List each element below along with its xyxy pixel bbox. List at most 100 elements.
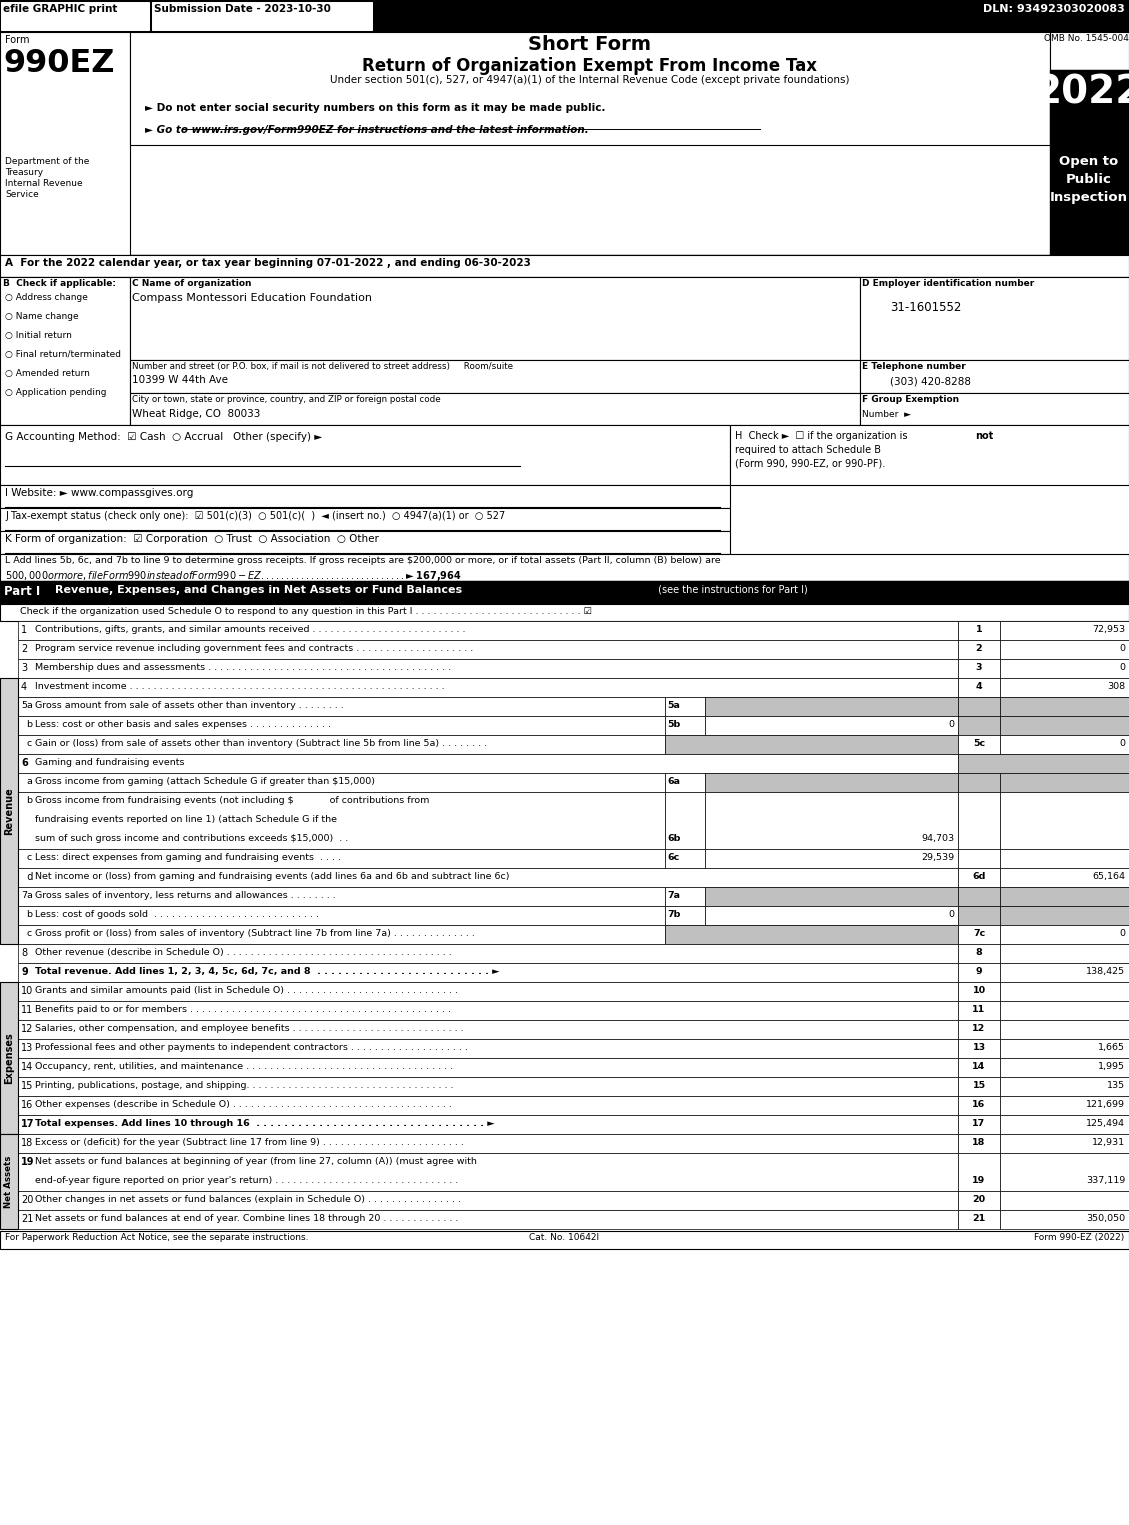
Text: 0: 0 [1119,644,1124,653]
Text: 6a: 6a [667,778,680,785]
Bar [860,393,1129,425]
Bar [18,1020,959,1039]
Bar [959,1096,1000,1115]
Text: Expenses: Expenses [5,1032,14,1084]
Bar [0,0,1129,32]
Bar [18,868,959,888]
Bar [0,982,18,1135]
Bar [1000,1039,1129,1058]
Text: 350,050: 350,050 [1086,1214,1124,1223]
Text: 6d: 6d [972,872,986,881]
Text: Gaming and fundraising events: Gaming and fundraising events [35,758,184,767]
Bar [18,1191,959,1209]
Bar [0,278,1129,425]
Bar [959,773,1000,791]
Text: $500,000 or more, file Form 990 instead of Form 990-EZ . . . . . . . . . . . . .: $500,000 or more, file Form 990 instead … [5,569,462,583]
Text: Less: direct expenses from gaming and fundraising events  . . . .: Less: direct expenses from gaming and fu… [35,852,341,862]
Bar [130,32,1050,145]
Text: J Tax-exempt status (check only one):  ☑ 501(c)(3)  ○ 501(c)(  )  ◄ (insert no.): J Tax-exempt status (check only one): ☑ … [5,511,506,522]
Text: L Add lines 5b, 6c, and 7b to line 9 to determine gross receipts. If gross recei: L Add lines 5b, 6c, and 7b to line 9 to … [5,557,720,564]
Bar [959,1020,1000,1039]
Bar [959,926,1000,944]
Text: 125,494: 125,494 [1086,1119,1124,1128]
Text: Net assets or fund balances at beginning of year (from line 27, column (A)) (mus: Net assets or fund balances at beginning… [35,1157,476,1167]
Text: 16: 16 [972,1100,986,1109]
Text: OMB No. 1545-0047: OMB No. 1545-0047 [1043,34,1129,43]
Text: 2: 2 [21,644,27,654]
Text: 5a: 5a [21,702,33,711]
Bar [704,906,959,926]
Bar [665,888,704,906]
Text: 3: 3 [21,663,27,673]
Text: Gross income from gaming (attach Schedule G if greater than $15,000): Gross income from gaming (attach Schedul… [35,778,375,785]
Text: 2: 2 [975,644,982,653]
Text: Benefits paid to or for members . . . . . . . . . . . . . . . . . . . . . . . . : Benefits paid to or for members . . . . … [35,1005,450,1014]
Bar [1000,982,1129,1000]
Bar [130,393,860,425]
Bar [18,962,959,982]
Text: Excess or (deficit) for the year (Subtract line 17 from line 9) . . . . . . . . : Excess or (deficit) for the year (Subtra… [35,1138,464,1147]
Text: (303) 420-8288: (303) 420-8288 [890,377,971,387]
Bar [665,926,959,944]
Bar [0,278,130,425]
Text: 31-1601552: 31-1601552 [890,300,962,314]
Text: 11: 11 [21,1005,33,1016]
Bar [1050,145,1129,255]
Text: 0: 0 [948,910,954,920]
Bar [959,659,1000,679]
Text: Gross income from fundraising events (not including $            of contribution: Gross income from fundraising events (no… [35,796,429,805]
Bar [130,278,860,360]
Text: Service: Service [5,191,38,198]
Text: Professional fees and other payments to independent contractors . . . . . . . . : Professional fees and other payments to … [35,1043,467,1052]
Bar [665,906,704,926]
Bar [665,773,704,791]
Text: 12: 12 [21,1023,34,1034]
Text: 6b: 6b [667,834,681,843]
Text: D Employer identification number: D Employer identification number [863,279,1034,288]
Bar [665,697,704,717]
Text: 12,931: 12,931 [1092,1138,1124,1147]
Text: 3: 3 [975,663,982,673]
Bar [18,1096,959,1115]
Text: Less: cost of goods sold  . . . . . . . . . . . . . . . . . . . . . . . . . . . : Less: cost of goods sold . . . . . . . .… [35,910,320,920]
Bar [18,982,959,1000]
Bar [959,1058,1000,1077]
Bar [1000,717,1129,735]
Text: 12: 12 [972,1023,986,1032]
Text: For Paperwork Reduction Act Notice, see the separate instructions.: For Paperwork Reduction Act Notice, see … [5,1234,308,1241]
Text: F Group Exemption: F Group Exemption [863,395,960,404]
Text: 16: 16 [21,1100,33,1110]
Bar [18,849,665,868]
Text: 21: 21 [21,1214,34,1225]
Bar [18,944,959,962]
Text: 4: 4 [975,682,982,691]
Text: 94,703: 94,703 [921,834,954,843]
Text: Compass Montessori Education Foundation: Compass Montessori Education Foundation [132,293,371,303]
Text: 5b: 5b [667,720,681,729]
Bar [1000,849,1129,868]
Text: 13: 13 [972,1043,986,1052]
Text: Other revenue (describe in Schedule O) . . . . . . . . . . . . . . . . . . . . .: Other revenue (describe in Schedule O) .… [35,949,452,958]
Bar [959,621,1000,640]
Text: 7a: 7a [21,891,33,900]
Text: 19: 19 [972,1176,986,1185]
Text: 121,699: 121,699 [1086,1100,1124,1109]
Text: A  For the 2022 calendar year, or tax year beginning 07-01-2022 , and ending 06-: A For the 2022 calendar year, or tax yea… [5,258,531,268]
Text: efile GRAPHIC print: efile GRAPHIC print [3,5,117,14]
Text: 17: 17 [972,1119,986,1128]
Bar [665,849,704,868]
Bar [1000,640,1129,659]
Text: c: c [21,740,33,747]
Text: 72,953: 72,953 [1092,625,1124,634]
Bar [704,717,959,735]
Text: Less: cost or other basis and sales expenses . . . . . . . . . . . . . .: Less: cost or other basis and sales expe… [35,720,331,729]
Text: 9: 9 [975,967,982,976]
Text: Cat. No. 10642I: Cat. No. 10642I [530,1234,599,1241]
Text: 10: 10 [972,987,986,994]
Bar [1000,944,1129,962]
Bar [1000,679,1129,697]
Text: 6: 6 [21,758,28,769]
Bar [1000,926,1129,944]
Bar [1000,906,1129,926]
Bar [0,255,1129,278]
